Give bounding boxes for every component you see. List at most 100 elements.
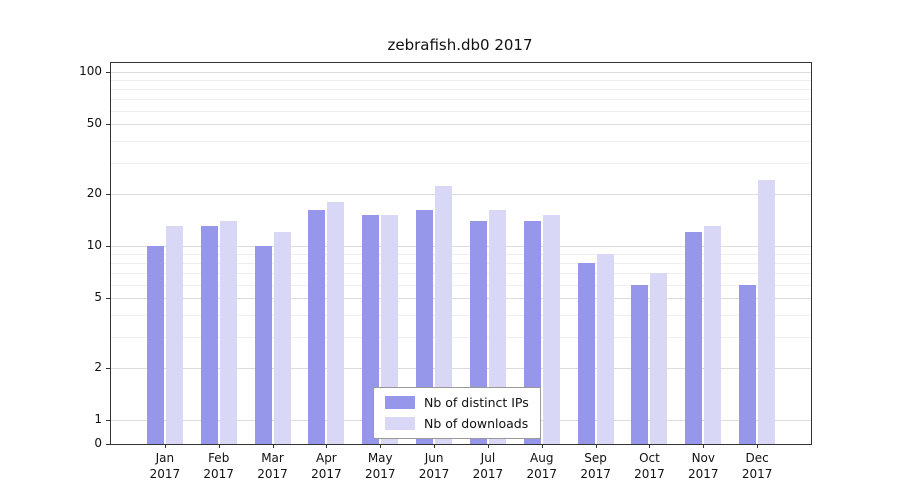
y-axis-label-0: 0 xyxy=(94,436,102,450)
gridline-minor xyxy=(111,98,811,100)
bar-ips-apr xyxy=(308,210,326,444)
bar-downloads-sep xyxy=(596,253,614,444)
bar-downloads-jun xyxy=(435,186,453,444)
gridline-minor xyxy=(111,284,811,286)
x-label-month: Sep xyxy=(584,451,607,465)
y-axis-label-100: 100 xyxy=(79,64,102,78)
legend-item-ips: Nb of distinct IPs xyxy=(385,395,529,410)
x-axis-label-nov: Nov 2017 xyxy=(673,450,733,482)
x-label-month: Jan xyxy=(155,451,175,465)
x-tick-mark xyxy=(487,444,489,448)
x-axis-label-may: May 2017 xyxy=(350,450,410,482)
x-label-month: Dec xyxy=(745,451,769,465)
x-tick-mark xyxy=(541,444,543,448)
gridline-minor xyxy=(111,253,811,255)
x-label-year: 2017 xyxy=(418,467,450,481)
gridline-major xyxy=(111,367,811,369)
bar-downloads-nov xyxy=(704,226,722,444)
gridline-major xyxy=(111,193,811,195)
bar-downloads-feb xyxy=(219,220,237,444)
x-tick-mark xyxy=(272,444,274,448)
x-label-month: Feb xyxy=(208,451,230,465)
x-tick-mark xyxy=(649,444,651,448)
gridline-minor xyxy=(111,79,811,81)
x-label-year: 2017 xyxy=(364,467,396,481)
x-axis-label-jun: Jun 2017 xyxy=(404,450,464,482)
x-label-year: 2017 xyxy=(634,467,665,481)
x-tick-mark xyxy=(326,444,328,448)
x-label-month: Apr xyxy=(315,451,337,465)
x-label-year: 2017 xyxy=(580,467,611,481)
bar-downloads-aug xyxy=(542,215,560,444)
x-label-year: 2017 xyxy=(472,467,504,481)
bar-ips-jan xyxy=(146,246,164,444)
gridline-major xyxy=(111,246,811,247)
y-tick-mark xyxy=(106,444,110,445)
bar-ips-may xyxy=(362,215,380,444)
bar-ips-dec xyxy=(739,284,757,444)
legend-swatch-ips xyxy=(385,396,415,409)
x-tick-mark xyxy=(218,444,220,448)
x-axis-label-jan: Jan 2017 xyxy=(135,450,195,482)
x-label-month: Oct xyxy=(639,451,660,465)
gridline-minor xyxy=(111,315,811,317)
x-axis-label-feb: Feb 2017 xyxy=(189,450,249,482)
x-label-year: 2017 xyxy=(741,467,773,481)
y-tick-mark xyxy=(106,72,110,73)
bar-ips-nov xyxy=(685,232,703,444)
x-label-month: Nov xyxy=(691,451,715,465)
x-axis-label-aug: Aug 2017 xyxy=(512,450,572,482)
x-label-year: 2017 xyxy=(149,467,181,481)
x-label-month: Aug xyxy=(530,451,554,465)
gridline-minor xyxy=(111,336,811,338)
gridline-minor xyxy=(111,88,811,90)
x-label-year: 2017 xyxy=(257,467,288,481)
x-label-month: Jun xyxy=(424,451,444,465)
gridline-minor xyxy=(111,110,811,112)
y-tick-mark xyxy=(106,246,110,247)
y-axis-label-50: 50 xyxy=(86,116,102,131)
plot-area: Nb of distinct IPs Nb of downloads xyxy=(110,62,812,445)
x-label-month: Mar xyxy=(261,451,284,465)
y-tick-mark xyxy=(106,367,110,369)
bar-ips-feb xyxy=(200,226,218,444)
bar-downloads-jul xyxy=(488,210,506,444)
gridline-minor xyxy=(111,141,811,143)
x-tick-mark xyxy=(703,444,705,448)
gridline-major xyxy=(111,124,811,126)
y-tick-mark xyxy=(106,420,110,421)
gridline-minor xyxy=(111,162,811,164)
legend-label-ips: Nb of distinct IPs xyxy=(424,395,529,410)
y-tick-mark xyxy=(106,193,110,195)
x-label-month: Jul xyxy=(480,451,496,465)
y-axis-label-20: 20 xyxy=(86,185,102,200)
y-axis-label-5: 5 xyxy=(94,290,102,305)
x-axis-label-oct: Oct 2017 xyxy=(619,450,679,482)
x-tick-mark xyxy=(595,444,597,448)
bar-downloads-mar xyxy=(273,232,291,444)
x-axis-label-dec: Dec 2017 xyxy=(727,450,787,482)
bar-ips-oct xyxy=(631,284,649,444)
x-tick-mark xyxy=(164,444,166,448)
legend-swatch-downloads xyxy=(385,417,415,430)
bar-downloads-may xyxy=(381,215,399,444)
chart-title: zebrafish.db0 2017 xyxy=(387,36,533,54)
bar-downloads-oct xyxy=(650,272,668,444)
y-axis-label-1: 1 xyxy=(94,412,102,426)
bar-ips-sep xyxy=(577,262,595,444)
bar-ips-jun xyxy=(416,210,434,444)
bar-downloads-jan xyxy=(165,226,183,444)
x-axis-label-sep: Sep 2017 xyxy=(566,450,626,482)
x-label-year: 2017 xyxy=(526,467,558,481)
bar-ips-mar xyxy=(254,246,272,444)
legend-label-downloads: Nb of downloads xyxy=(424,416,529,431)
x-tick-mark xyxy=(380,444,382,448)
y-axis-label-2: 2 xyxy=(94,359,102,374)
y-tick-mark xyxy=(106,124,110,126)
x-label-year: 2017 xyxy=(688,467,719,481)
x-label-year: 2017 xyxy=(203,467,234,481)
y-axis-label-10: 10 xyxy=(86,238,102,252)
x-axis-label-apr: Apr 2017 xyxy=(296,450,356,482)
x-label-month: May xyxy=(367,451,393,465)
